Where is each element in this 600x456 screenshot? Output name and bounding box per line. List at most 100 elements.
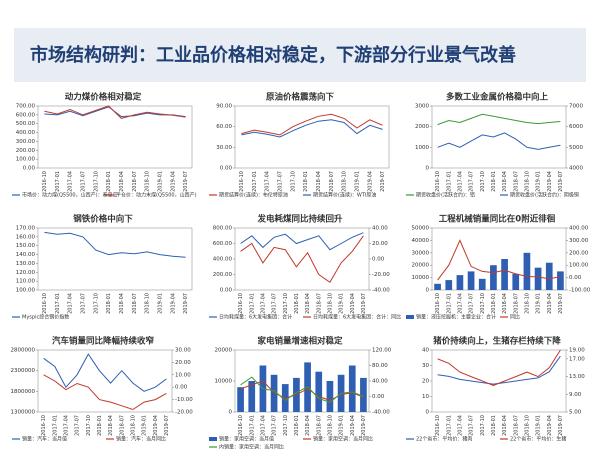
- x-tick-label: 2019-04: [350, 293, 356, 314]
- x-tick-label: 2017-04: [68, 171, 74, 192]
- line: [44, 231, 186, 258]
- y-tick-label: 0.00: [220, 288, 233, 294]
- bar: [237, 387, 244, 412]
- legend-label: 市场价：动力煤(Q5500，山西产)：秦皇岛: [22, 192, 118, 199]
- chart: 钢铁价格中向下 100.00 110.00 120.00 130.00 140.00 150…: [12, 214, 193, 321]
- x-tick-label: 2016-10: [42, 171, 48, 192]
- legend-label: 内销量：家用空调：当月同比: [219, 444, 284, 451]
- x-tick-label: 2017-07: [469, 415, 475, 436]
- line: [437, 113, 561, 126]
- x-tick-label: 2019-07: [183, 293, 189, 314]
- y2-tick-label: 9.00: [569, 392, 582, 398]
- y-tick-label: 30000: [412, 250, 430, 256]
- x-tick-label: 2017-04: [63, 415, 69, 436]
- y-tick-label: 30.00: [216, 145, 232, 151]
- x-tick-label: 2016-10: [435, 415, 441, 436]
- x-tick-label: 2017-07: [272, 415, 278, 436]
- chart-title: 家电销量增速相对稳定: [257, 336, 343, 347]
- y2-tick-label: 0.00: [569, 275, 582, 281]
- x-tick-label: 2017-01: [252, 171, 258, 192]
- x-tick-label: 2018-07: [513, 293, 519, 314]
- bar: [456, 275, 464, 290]
- x-tick-label: 2018-01: [491, 293, 497, 314]
- y-tick-label: 100.00: [16, 157, 36, 163]
- chart: 原油价格震荡向下 0.00 30.00 60.00 90.00 2016-10 2017-0…: [209, 92, 390, 199]
- y2-tick-label: 0.00: [372, 257, 385, 263]
- y-tick-label: 1800000: [11, 389, 36, 395]
- x-tick-label: 2018-04: [316, 171, 322, 192]
- chart: 猪价持续向上，生猪存栏持续下降 0 10 20 30 40 5.00 9.00 13.00 17.…: [406, 336, 585, 443]
- x-tick-label: 2018-04: [108, 415, 114, 436]
- x-tick-label: 2018-07: [132, 293, 138, 314]
- x-tick-label: 2016-10: [42, 293, 48, 314]
- y-tick-label: 110.00: [16, 279, 36, 285]
- y-tick-label: 150.00: [16, 243, 36, 249]
- legend-label: Myspic综合钢价指数: [22, 314, 69, 321]
- x-tick-label: 2017-10: [93, 293, 99, 314]
- y-tick-label: 3000: [415, 104, 429, 110]
- x-tick-label: 2019-01: [339, 415, 345, 436]
- x-tick-label: 2017-10: [283, 293, 289, 314]
- y2-tick-label: -40.00: [372, 410, 390, 416]
- x-tick-label: 2019-07: [380, 171, 386, 192]
- legend-label: 销量：家用空调：当月值: [219, 436, 274, 443]
- bar: [348, 365, 356, 412]
- legend-swatch: [209, 437, 217, 441]
- x-tick-label: 2017-01: [249, 293, 255, 314]
- x-tick-label: 2019-01: [536, 171, 542, 192]
- y2-tick-label: -10.00: [175, 397, 193, 403]
- x-tick-label: 2017-01: [55, 293, 61, 314]
- y-tick-label: 400.00: [16, 130, 36, 136]
- y-tick-label: 300.00: [16, 139, 36, 145]
- y-tick-label: 100.00: [16, 288, 36, 294]
- line: [43, 374, 167, 411]
- bar: [467, 271, 475, 290]
- bar: [315, 371, 323, 412]
- x-tick-label: 2017-07: [75, 415, 81, 436]
- chart: 多数工业金属价格稳中向上 0 1000 2000 3000 4000 5000 6000 700…: [406, 92, 583, 199]
- line: [437, 349, 561, 386]
- x-tick-label: 2019-01: [157, 171, 163, 192]
- x-tick-label: 2017-10: [290, 171, 296, 192]
- x-tick-label: 2017-07: [469, 171, 475, 192]
- legend-label: 日均耗煤量：6大发电集团：合计：同比: [313, 314, 401, 321]
- x-tick-label: 2017-07: [277, 171, 283, 192]
- x-tick-label: 2017-01: [446, 415, 452, 436]
- x-tick-label: 2018-04: [502, 293, 508, 314]
- y-tick-label: 170.00: [16, 226, 36, 232]
- y2-tick-label: 5000: [569, 145, 583, 151]
- x-tick-label: 2019-04: [367, 171, 373, 192]
- x-tick-label: 2018-10: [342, 171, 348, 192]
- x-tick-label: 2019-04: [170, 293, 176, 314]
- line: [240, 380, 364, 401]
- plot-frame: [234, 105, 390, 169]
- x-tick-label: 2018-04: [119, 171, 125, 192]
- x-tick-label: 2018-10: [524, 171, 530, 192]
- legend-label: 销量：汽车：当月值: [22, 436, 67, 443]
- x-tick-label: 2018-04: [502, 415, 508, 436]
- y-tick-label: 20000: [215, 348, 233, 354]
- y2-tick-label: 19.00: [569, 348, 585, 354]
- x-tick-label: 2017-07: [272, 293, 278, 314]
- bar: [557, 271, 564, 290]
- x-tick-label: 2017-01: [249, 415, 255, 436]
- x-tick-label: 2017-04: [265, 171, 271, 192]
- legend-label: 销量：液压挖掘机：主要企业：合计: [416, 314, 496, 321]
- y-tick-label: 10000: [215, 379, 233, 385]
- x-tick-label: 2018-07: [316, 293, 322, 314]
- x-tick-label: 2017-01: [55, 171, 61, 192]
- x-tick-label: 2018-10: [327, 293, 333, 314]
- chart-title: 钢铁价格中向下: [73, 214, 133, 225]
- y-tick-label: 140.00: [16, 252, 36, 258]
- x-tick-label: 2018-07: [513, 415, 519, 436]
- y-tick-label: 0.00: [220, 166, 233, 172]
- y2-tick-label: 5.00: [569, 410, 582, 416]
- x-tick-label: 2018-07: [119, 415, 125, 436]
- y2-tick-label: 200.00: [569, 250, 589, 256]
- chart-title: 工程机械销量同比在0附近徘徊: [439, 214, 556, 225]
- legend-swatch: [406, 315, 414, 319]
- x-tick-label: 2018-01: [294, 293, 300, 314]
- x-tick-label: 2018-10: [145, 293, 151, 314]
- x-tick-label: 2017-10: [480, 293, 486, 314]
- x-tick-label: 2017-07: [469, 293, 475, 314]
